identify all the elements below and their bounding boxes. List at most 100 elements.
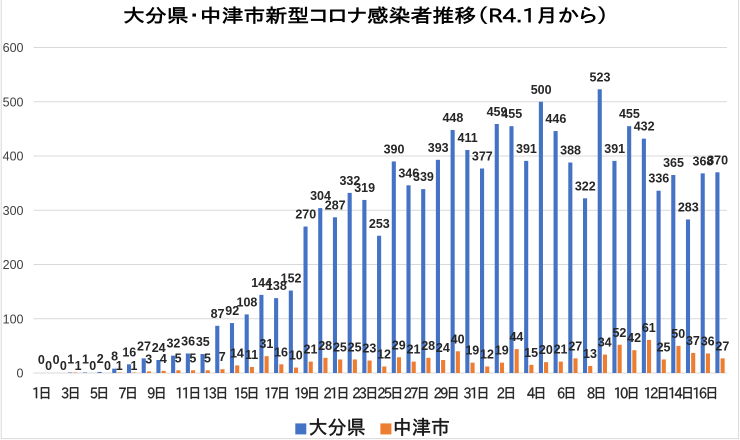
svg-text:37: 37 bbox=[686, 334, 700, 348]
svg-text:21: 21 bbox=[304, 343, 318, 357]
svg-text:12: 12 bbox=[480, 347, 494, 361]
svg-text:319: 319 bbox=[354, 181, 375, 195]
svg-text:5: 5 bbox=[189, 351, 196, 365]
svg-text:0: 0 bbox=[60, 359, 67, 373]
svg-text:35: 35 bbox=[196, 335, 210, 349]
svg-text:25: 25 bbox=[333, 340, 347, 354]
svg-text:400: 400 bbox=[3, 150, 24, 164]
svg-text:5: 5 bbox=[204, 351, 211, 365]
svg-text:432: 432 bbox=[634, 120, 655, 134]
svg-text:25: 25 bbox=[348, 340, 362, 354]
svg-text:24: 24 bbox=[436, 341, 450, 355]
svg-text:21: 21 bbox=[554, 343, 568, 357]
svg-text:1: 1 bbox=[82, 352, 89, 366]
svg-text:270: 270 bbox=[295, 208, 316, 222]
svg-text:0: 0 bbox=[38, 353, 45, 367]
svg-text:15: 15 bbox=[524, 346, 538, 360]
svg-text:455: 455 bbox=[619, 107, 640, 121]
svg-text:61: 61 bbox=[642, 321, 656, 335]
svg-text:12: 12 bbox=[377, 347, 391, 361]
svg-text:411: 411 bbox=[458, 131, 478, 145]
svg-text:377: 377 bbox=[472, 149, 493, 163]
svg-text:391: 391 bbox=[516, 142, 537, 156]
svg-text:322: 322 bbox=[575, 179, 596, 193]
svg-text:1: 1 bbox=[75, 359, 82, 373]
svg-text:346: 346 bbox=[398, 166, 419, 180]
svg-text:304: 304 bbox=[310, 189, 331, 203]
svg-text:21: 21 bbox=[407, 343, 421, 357]
svg-text:455: 455 bbox=[501, 107, 522, 121]
svg-text:500: 500 bbox=[531, 83, 552, 97]
svg-text:3: 3 bbox=[145, 352, 152, 366]
svg-text:283: 283 bbox=[678, 200, 699, 214]
svg-text:20: 20 bbox=[539, 343, 553, 357]
svg-text:29: 29 bbox=[392, 338, 406, 352]
svg-text:336: 336 bbox=[648, 172, 669, 186]
svg-text:0: 0 bbox=[104, 359, 111, 373]
svg-text:388: 388 bbox=[560, 144, 581, 158]
svg-text:92: 92 bbox=[225, 304, 239, 318]
svg-text:25: 25 bbox=[657, 340, 671, 354]
svg-text:2: 2 bbox=[97, 352, 104, 366]
svg-text:42: 42 bbox=[627, 331, 641, 345]
svg-text:50: 50 bbox=[671, 327, 685, 341]
svg-text:100: 100 bbox=[3, 312, 24, 326]
svg-text:28: 28 bbox=[318, 339, 332, 353]
svg-text:500: 500 bbox=[3, 95, 24, 109]
svg-text:34: 34 bbox=[598, 336, 612, 350]
svg-text:287: 287 bbox=[325, 198, 346, 212]
svg-text:523: 523 bbox=[590, 70, 611, 84]
svg-text:5: 5 bbox=[175, 351, 182, 365]
svg-text:27: 27 bbox=[715, 339, 729, 353]
svg-text:391: 391 bbox=[604, 142, 625, 156]
svg-text:8: 8 bbox=[111, 350, 118, 364]
svg-text:446: 446 bbox=[545, 112, 566, 126]
svg-text:0: 0 bbox=[17, 367, 24, 381]
svg-text:393: 393 bbox=[428, 141, 449, 155]
svg-text:253: 253 bbox=[369, 217, 390, 231]
svg-text:36: 36 bbox=[701, 334, 715, 348]
svg-text:23: 23 bbox=[362, 342, 376, 356]
svg-text:0: 0 bbox=[89, 359, 96, 373]
svg-text:10: 10 bbox=[289, 349, 303, 363]
svg-text:459: 459 bbox=[487, 105, 508, 119]
svg-text:144: 144 bbox=[251, 276, 272, 290]
svg-text:87: 87 bbox=[211, 307, 225, 321]
svg-text:24: 24 bbox=[152, 341, 166, 355]
svg-text:52: 52 bbox=[612, 326, 626, 340]
svg-text:1: 1 bbox=[67, 352, 74, 366]
svg-text:600: 600 bbox=[3, 41, 24, 55]
svg-text:31: 31 bbox=[259, 337, 273, 351]
svg-text:16: 16 bbox=[274, 345, 288, 359]
svg-text:11: 11 bbox=[245, 348, 258, 362]
svg-text:108: 108 bbox=[237, 295, 258, 309]
svg-text:368: 368 bbox=[693, 154, 714, 168]
svg-text:40: 40 bbox=[451, 332, 465, 346]
svg-text:138: 138 bbox=[266, 279, 287, 293]
svg-text:14: 14 bbox=[230, 346, 244, 360]
svg-text:4: 4 bbox=[160, 352, 167, 366]
svg-text:370: 370 bbox=[707, 153, 728, 167]
svg-text:300: 300 bbox=[3, 204, 24, 218]
svg-text:19: 19 bbox=[465, 344, 479, 358]
svg-text:7: 7 bbox=[219, 350, 226, 364]
svg-text:200: 200 bbox=[3, 258, 24, 272]
svg-text:27: 27 bbox=[568, 339, 582, 353]
svg-text:1: 1 bbox=[116, 359, 123, 373]
svg-text:13: 13 bbox=[583, 347, 597, 361]
svg-text:19: 19 bbox=[495, 344, 509, 358]
svg-text:32: 32 bbox=[166, 337, 180, 351]
svg-text:448: 448 bbox=[442, 111, 463, 125]
svg-text:27: 27 bbox=[137, 339, 151, 353]
svg-text:28: 28 bbox=[421, 339, 435, 353]
svg-text:36: 36 bbox=[181, 334, 195, 348]
svg-text:1: 1 bbox=[130, 359, 137, 373]
svg-text:339: 339 bbox=[413, 170, 434, 184]
svg-text:152: 152 bbox=[281, 272, 302, 286]
svg-text:0: 0 bbox=[45, 359, 52, 373]
svg-text:44: 44 bbox=[509, 330, 523, 344]
svg-text:16: 16 bbox=[122, 345, 136, 359]
svg-text:0: 0 bbox=[53, 353, 60, 367]
svg-text:332: 332 bbox=[339, 174, 360, 188]
svg-text:390: 390 bbox=[384, 142, 405, 156]
